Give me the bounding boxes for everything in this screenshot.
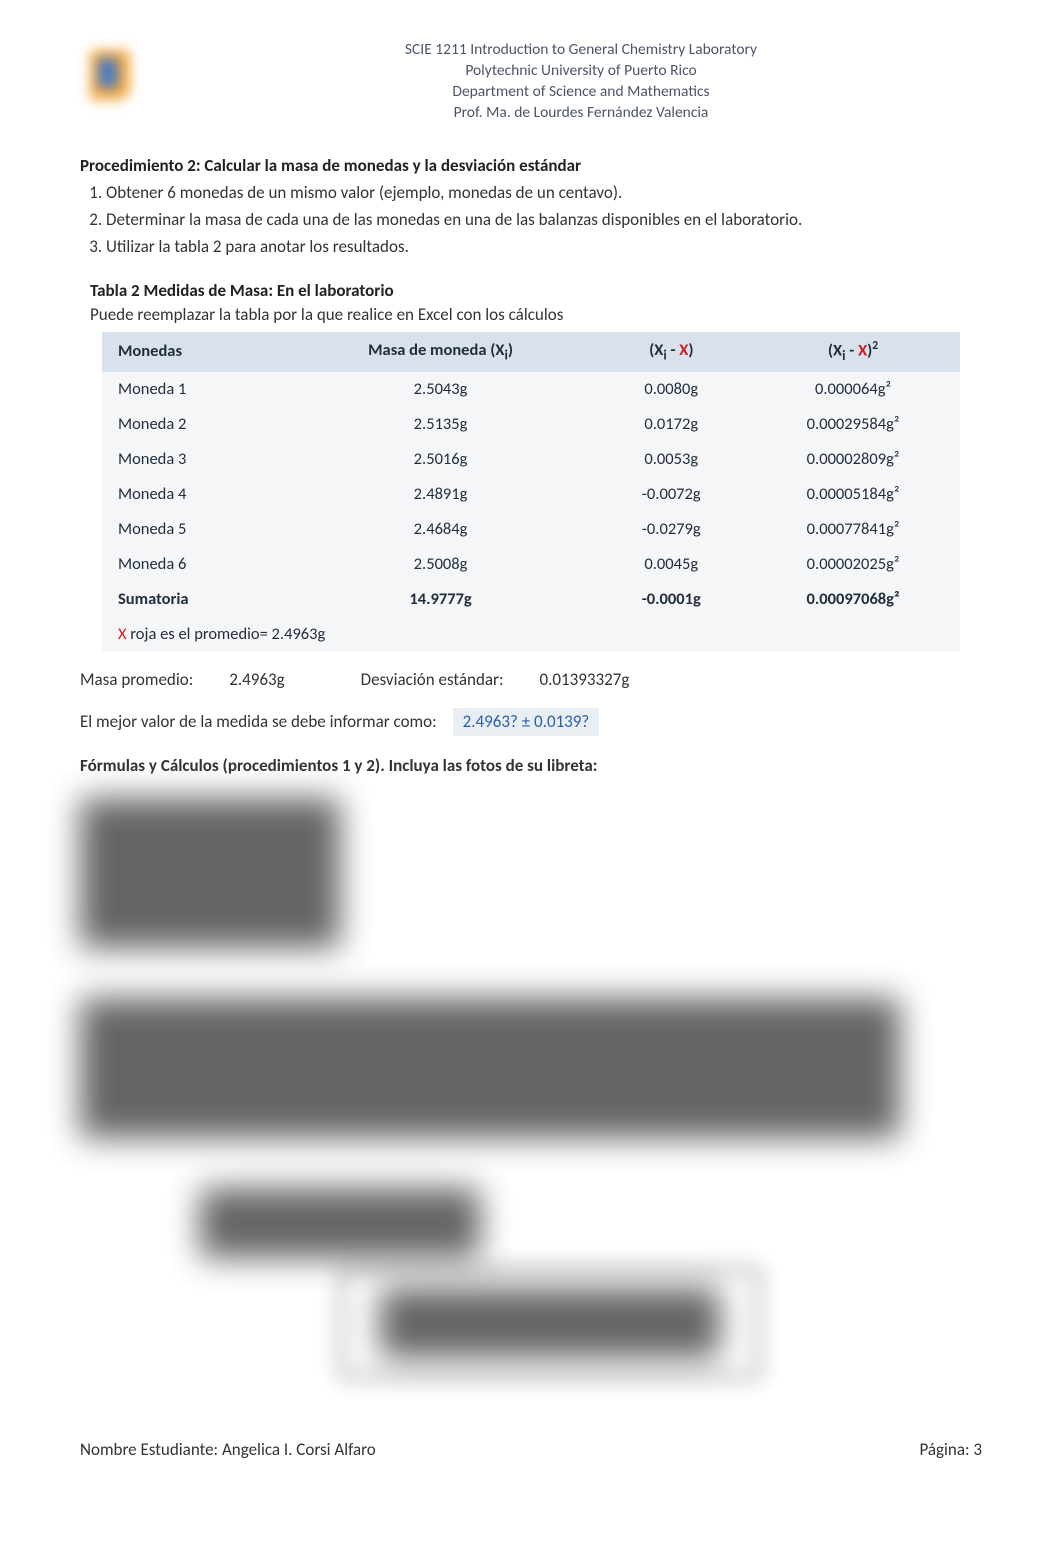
document-header: SCIE 1211 Introduction to General Chemis… [80,40,982,124]
formulas-title: Fórmulas y Cálculos (procedimientos 1 y … [80,754,982,778]
table-note: X roja es el promedio= 2.4963g [102,617,960,652]
page-number: Página: 3 [919,1438,982,1462]
table-body: Moneda 1 2.5043g 0.0080g 0.000064g² Mone… [102,372,960,653]
sum-sq: 0.00097068g² [746,582,960,617]
procedure-step: Determinar la masa de cada una de las mo… [106,208,982,232]
cell-sq: 0.00002809g² [746,442,960,477]
cell-sq: 0.000064g² [746,372,960,407]
cell-dev: 0.0080g [596,372,746,407]
cell-dev: 0.0172g [596,407,746,442]
cell-dev: -0.0072g [596,477,746,512]
col-monedas: Monedas [102,332,285,371]
cell-sq: 0.00002025g² [746,547,960,582]
mass-table: Monedas Masa de moneda (Xi) (Xi - X) (Xi… [102,332,960,652]
cell-mass: 2.4891g [285,477,597,512]
col-deviation-sq: (Xi - X)2 [746,332,960,371]
table-row: Moneda 1 2.5043g 0.0080g 0.000064g² [102,372,960,407]
table-row: Moneda 6 2.5008g 0.0045g 0.00002025g² [102,547,960,582]
cell-dev: 0.0053g [596,442,746,477]
sd-value: 0.01393327g [540,668,630,692]
document-footer: Nombre Estudiante: Angelica I. Corsi Alf… [80,1438,982,1462]
procedure-2-title: Procedimiento 2: Calcular la masa de mon… [80,154,982,178]
cell-sq: 0.00005184g² [746,477,960,512]
table-row: Moneda 3 2.5016g 0.0053g 0.00002809g² [102,442,960,477]
table-2-title: Tabla 2 Medidas de Masa: En el laborator… [90,279,982,303]
table-note-row: X roja es el promedio= 2.4963g [102,617,960,652]
sum-label: Sumatoria [102,582,285,617]
cell-label: Moneda 5 [102,512,285,547]
cell-label: Moneda 1 [102,372,285,407]
cell-mass: 2.5135g [285,407,597,442]
header-line-4: Prof. Ma. de Lourdes Fernández Valencia [180,103,982,124]
table-2-subtitle: Puede reemplazar la tabla por la que rea… [90,303,982,327]
cell-label: Moneda 6 [102,547,285,582]
results-row: Masa promedio: 2.4963g Desviación estánd… [80,668,982,692]
table-row: Moneda 4 2.4891g -0.0072g 0.00005184g² [102,477,960,512]
cell-mass: 2.4684g [285,512,597,547]
cell-mass: 2.5043g [285,372,597,407]
procedure-step: Obtener 6 monedas de un mismo valor (eje… [106,181,982,205]
mean-value: 2.4963g [229,668,284,692]
procedure-step: Utilizar la tabla 2 para anotar los resu… [106,235,982,259]
procedure-2-list: Obtener 6 monedas de un mismo valor (eje… [80,181,982,258]
header-line-3: Department of Science and Mathematics [180,82,982,103]
table-row: Moneda 5 2.4684g -0.0279g 0.00077841g² [102,512,960,547]
cell-mass: 2.5016g [285,442,597,477]
sum-mass: 14.9777g [285,582,597,617]
handwritten-formulas-image [80,798,982,1398]
student-name: Nombre Estudiante: Angelica I. Corsi Alf… [80,1438,376,1462]
mean-label: Masa promedio: [80,668,193,692]
table-sum-row: Sumatoria 14.9777g -0.0001g 0.00097068g² [102,582,960,617]
table-header-row: Monedas Masa de moneda (Xi) (Xi - X) (Xi… [102,332,960,371]
inform-row: El mejor valor de la medida se debe info… [80,708,982,736]
cell-label: Moneda 3 [102,442,285,477]
sum-dev: -0.0001g [596,582,746,617]
col-deviation: (Xi - X) [596,332,746,371]
cell-label: Moneda 4 [102,477,285,512]
col-masa: Masa de moneda (Xi) [285,332,597,371]
header-line-1: SCIE 1211 Introduction to General Chemis… [180,40,982,61]
cell-label: Moneda 2 [102,407,285,442]
cell-sq: 0.00077841g² [746,512,960,547]
cell-dev: -0.0279g [596,512,746,547]
table-row: Moneda 2 2.5135g 0.0172g 0.00029584g² [102,407,960,442]
cell-mass: 2.5008g [285,547,597,582]
cell-sq: 0.00029584g² [746,407,960,442]
university-logo [80,40,140,110]
header-line-2: Polytechnic University of Puerto Rico [180,61,982,82]
cell-dev: 0.0045g [596,547,746,582]
header-text-block: SCIE 1211 Introduction to General Chemis… [180,40,982,124]
sd-label: Desviación estándar: [361,668,504,692]
inform-value: 2.4963? ± 0.0139? [453,708,600,736]
inform-label: El mejor valor de la medida se debe info… [80,710,437,734]
